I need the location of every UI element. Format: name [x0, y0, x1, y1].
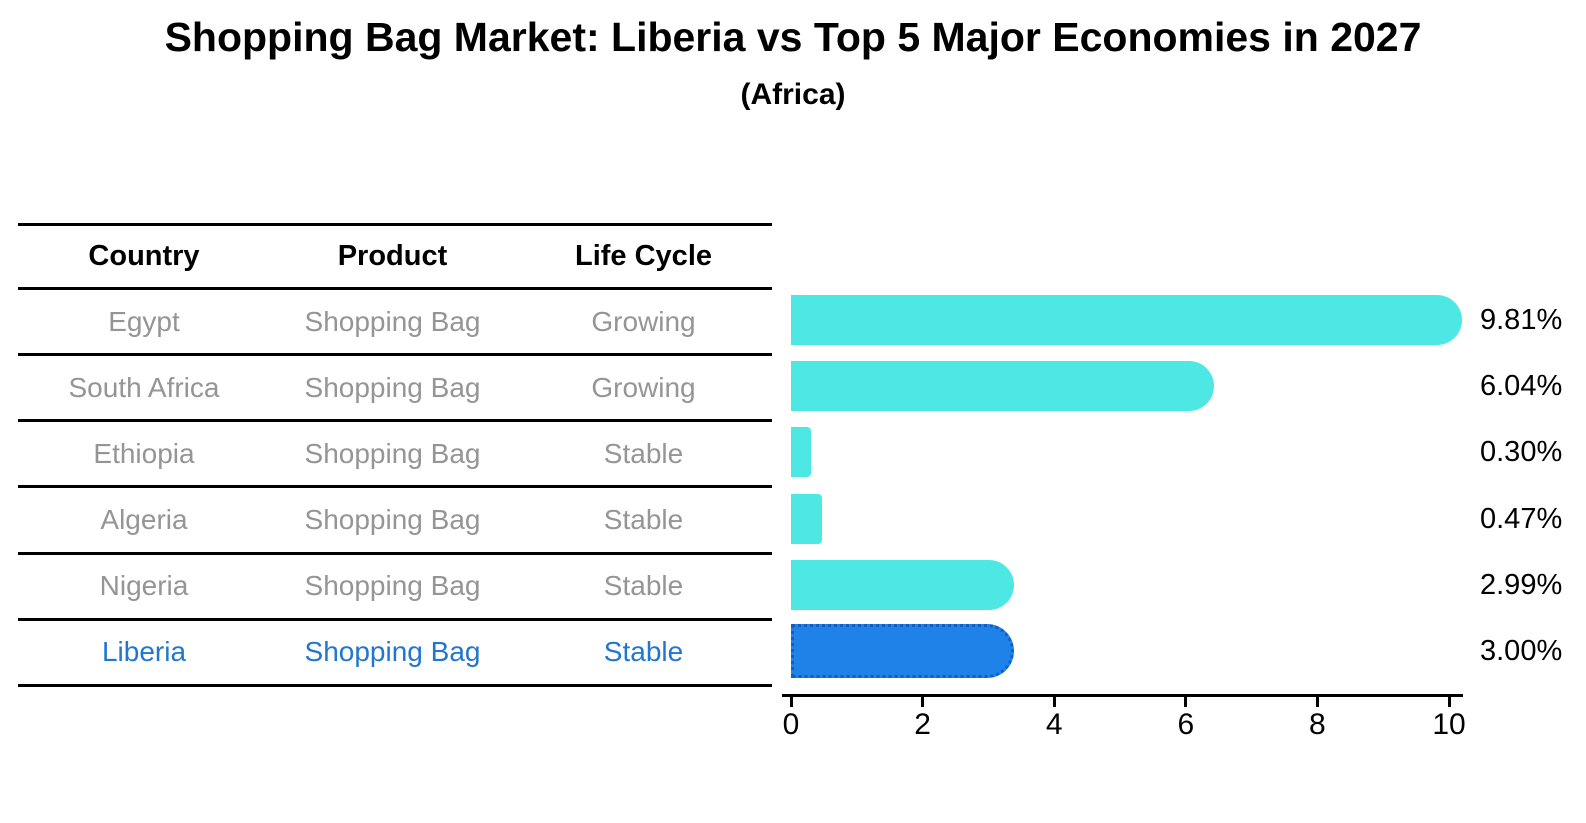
bar [791, 361, 1215, 412]
cell-life-cycle: Growing [591, 371, 696, 403]
cell-product: Shopping Bag [304, 570, 481, 602]
table-body: Egypt Shopping Bag Growing South Africa Shop… [18, 290, 772, 687]
bar [791, 559, 1014, 610]
bar [791, 493, 822, 544]
column-header-life-cycle: Life Cycle [575, 240, 712, 272]
cell-life-cycle: Stable [603, 437, 684, 469]
page-title: Shopping Bag Market: Liberia vs Top 5 Ma… [164, 14, 1422, 60]
bar [791, 427, 811, 478]
x-axis-tick-label: 10 [1432, 708, 1466, 741]
cell-life-cycle: Stable [603, 636, 684, 668]
table-row: South Africa Shopping Bag Growing [18, 356, 772, 423]
x-axis-tick [1315, 697, 1319, 707]
x-axis-tick-label: 0 [782, 708, 800, 741]
table-header-row: Country Product Life Cycle [18, 226, 772, 290]
x-axis-tick [1052, 697, 1056, 707]
cell-product: Shopping Bag [304, 371, 481, 403]
table-row: Ethiopia Shopping Bag Stable [18, 422, 772, 489]
cell-country: Nigeria [99, 570, 189, 602]
table-row: Egypt Shopping Bag Growing [18, 290, 772, 357]
bar-value-label: 0.47% [1480, 502, 1563, 535]
column-header-product: Product [337, 240, 448, 272]
bar-value-label: 0.30% [1480, 436, 1563, 469]
x-axis-tick-label: 2 [914, 708, 931, 741]
cell-life-cycle: Growing [591, 305, 696, 337]
cell-country: Ethiopia [93, 437, 195, 469]
data-table: Country Product Life Cycle Egypt Shopping… [18, 223, 772, 687]
cell-country: Egypt [108, 305, 180, 337]
x-axis-tick-label: 6 [1177, 708, 1195, 741]
bar-value-label: 6.04% [1480, 370, 1563, 403]
cell-country: South Africa [68, 371, 220, 403]
bar-value-label: 2.99% [1480, 568, 1563, 601]
table-row: Algeria Shopping Bag Stable [18, 488, 772, 555]
cell-product: Shopping Bag [304, 305, 481, 337]
cell-life-cycle: Stable [603, 504, 684, 536]
bar-value-label: 9.81% [1480, 304, 1563, 337]
bar-value-label: 3.00% [1480, 634, 1563, 667]
table-row: Liberia Shopping Bag Stable [18, 621, 772, 687]
bar-highlighted [791, 623, 1015, 678]
x-axis-tick [1447, 697, 1451, 707]
x-axis-tick-label: 4 [1045, 708, 1063, 741]
cell-product: Shopping Bag [304, 437, 481, 469]
x-axis-tick [789, 697, 793, 707]
cell-product: Shopping Bag [304, 636, 481, 668]
bar [791, 295, 1463, 346]
x-axis-tick [1184, 697, 1188, 707]
x-axis-line [782, 694, 1463, 697]
column-header-country: Country [88, 240, 200, 272]
cell-life-cycle: Stable [603, 570, 684, 602]
page-subtitle: (Africa) [740, 78, 846, 111]
cell-country: Algeria [100, 504, 188, 536]
cell-country: Liberia [101, 636, 187, 668]
x-axis-tick-label: 8 [1309, 708, 1326, 741]
x-axis-tick [921, 697, 925, 707]
cell-product: Shopping Bag [304, 504, 481, 536]
table-row: Nigeria Shopping Bag Stable [18, 555, 772, 621]
